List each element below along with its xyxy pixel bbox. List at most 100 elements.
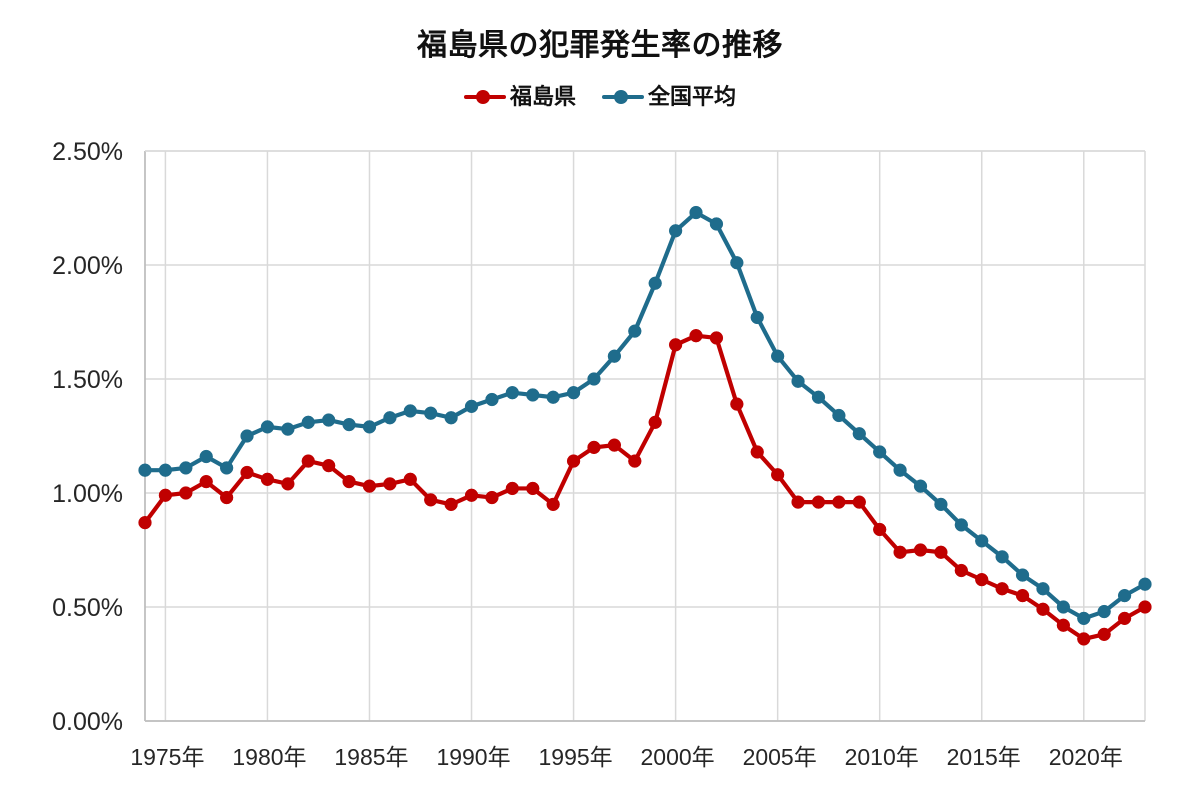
x-tick-label: 1975年 (130, 744, 204, 770)
y-tick-label: 2.00% (52, 252, 123, 280)
data-point (526, 481, 540, 496)
data-point (199, 449, 213, 464)
x-tick-label: 2020年 (1049, 744, 1123, 770)
data-point (668, 338, 683, 352)
data-point (362, 420, 377, 434)
data-point (199, 474, 213, 489)
data-point (852, 427, 866, 441)
data-point (1077, 611, 1091, 626)
data-point (607, 438, 622, 452)
data-point (301, 454, 315, 468)
series-prefecture (138, 329, 1152, 646)
data-point (444, 497, 458, 512)
data-point (240, 465, 254, 480)
data-point (954, 518, 968, 532)
data-point (322, 458, 336, 473)
series-national (138, 205, 1152, 626)
x-tick-label: 2005年 (743, 744, 817, 770)
legend-item-prefecture[interactable]: 福島県 (463, 84, 576, 109)
data-point (383, 477, 397, 491)
data-point (1097, 604, 1111, 619)
data-point (913, 543, 928, 557)
data-point (1117, 611, 1132, 626)
data-point (179, 486, 193, 500)
data-point (485, 490, 499, 505)
data-point (689, 205, 703, 220)
data-point (240, 429, 254, 443)
data-point (975, 534, 989, 548)
data-point (505, 386, 519, 400)
plot-background (145, 151, 1145, 721)
data-point (975, 572, 989, 587)
data-point (750, 445, 764, 459)
legend-item-national[interactable]: 全国平均 (602, 86, 736, 108)
data-point (179, 461, 193, 475)
data-point (1015, 588, 1030, 603)
data-point (750, 310, 764, 325)
data-point (1036, 582, 1050, 596)
data-point (587, 440, 601, 455)
y-tick-label: 1.00% (52, 480, 123, 508)
data-point (158, 488, 173, 502)
data-point (1097, 627, 1111, 642)
data-point (771, 349, 785, 363)
y-tick-label: 0.00% (52, 708, 123, 736)
data-point (444, 411, 458, 425)
chart-legend: 福島県 全国平均 (0, 86, 1200, 108)
x-tick-label: 2015年 (947, 744, 1021, 770)
x-tick-label: 1980年 (232, 744, 306, 770)
data-point (852, 495, 866, 509)
data-point (832, 495, 846, 509)
data-point (464, 488, 479, 502)
data-point (607, 349, 622, 363)
data-point (219, 490, 234, 505)
data-point (1036, 602, 1050, 616)
data-point (464, 399, 479, 414)
data-point (301, 415, 315, 429)
legend-marker-national (602, 87, 644, 107)
data-point (648, 415, 662, 429)
data-point (811, 390, 826, 404)
data-point (954, 563, 968, 578)
data-point (628, 454, 642, 468)
data-point (138, 515, 152, 530)
data-point (383, 411, 397, 425)
data-point (342, 474, 356, 489)
data-point (628, 324, 642, 338)
data-point (1138, 577, 1152, 591)
data-point (587, 372, 601, 386)
data-point (1015, 568, 1030, 582)
x-tick-label: 1985年 (334, 744, 408, 770)
page-title: 福島県の犯罪発生率の推移 (417, 29, 783, 62)
data-point (893, 545, 907, 559)
data-point (362, 479, 377, 493)
legend-label-prefecture: 福島県 (509, 84, 576, 109)
data-point (995, 582, 1009, 596)
data-point (526, 388, 540, 402)
data-point (138, 463, 152, 477)
data-point (546, 390, 560, 404)
data-point (709, 217, 724, 231)
legend-marker-prefecture (463, 87, 506, 107)
data-point (424, 406, 438, 420)
data-point (158, 463, 173, 477)
data-point (403, 472, 417, 486)
data-point (934, 497, 948, 512)
data-point (1138, 600, 1152, 614)
data-point (1056, 600, 1071, 614)
data-point (281, 422, 295, 436)
x-tick-label: 1990年 (436, 744, 510, 770)
x-tick-label: 2000年 (641, 744, 715, 770)
data-point (791, 374, 805, 388)
data-point (322, 413, 336, 427)
data-point (689, 329, 703, 343)
data-point (709, 331, 724, 345)
y-tick-label: 2.50% (52, 138, 123, 166)
data-point (832, 408, 846, 423)
data-point (546, 497, 560, 512)
data-point (342, 417, 356, 432)
data-point (730, 256, 744, 270)
data-point (566, 454, 581, 468)
